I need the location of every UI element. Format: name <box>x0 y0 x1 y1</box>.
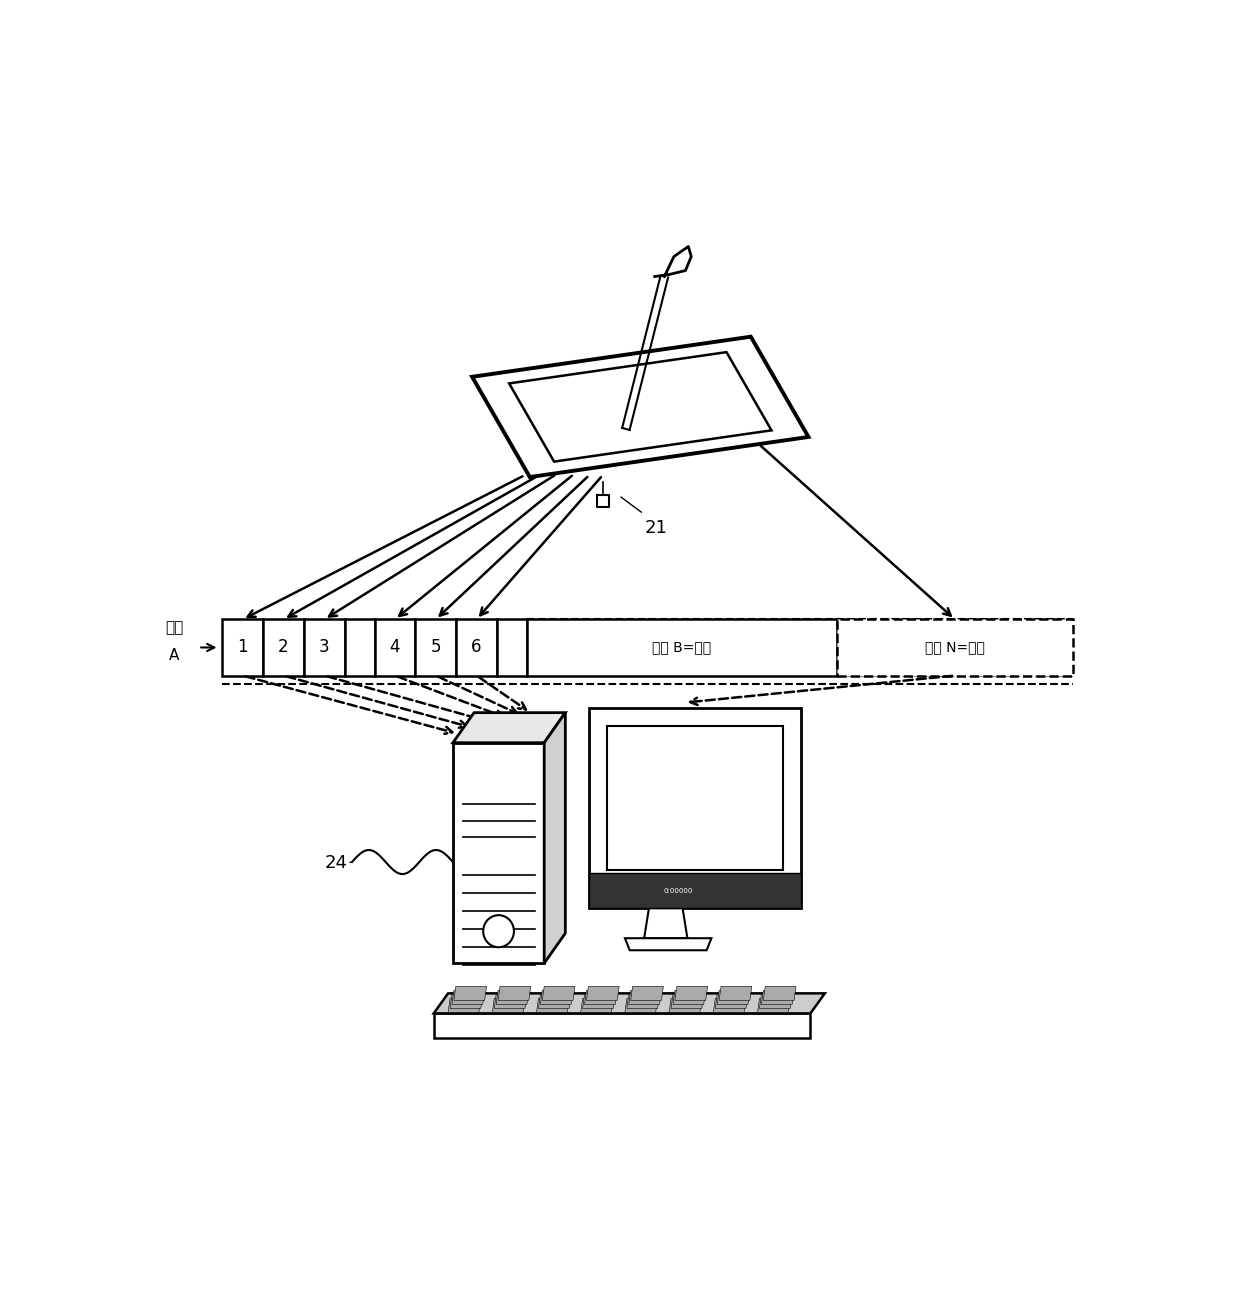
Polygon shape <box>627 995 660 1008</box>
Polygon shape <box>764 987 796 1000</box>
Polygon shape <box>673 991 706 1004</box>
Polygon shape <box>456 620 497 676</box>
Polygon shape <box>670 999 702 1013</box>
Polygon shape <box>498 987 531 1000</box>
Polygon shape <box>497 620 527 676</box>
Polygon shape <box>304 620 345 676</box>
Polygon shape <box>631 987 663 1000</box>
Polygon shape <box>434 993 825 1013</box>
Polygon shape <box>759 995 792 1008</box>
Polygon shape <box>510 352 771 462</box>
Polygon shape <box>472 337 808 477</box>
Polygon shape <box>606 725 784 870</box>
Polygon shape <box>715 995 748 1008</box>
Polygon shape <box>496 991 528 1004</box>
Polygon shape <box>537 999 569 1013</box>
Polygon shape <box>589 874 801 909</box>
Polygon shape <box>675 987 708 1000</box>
Polygon shape <box>450 995 482 1008</box>
Polygon shape <box>451 991 485 1004</box>
Polygon shape <box>625 999 657 1013</box>
Polygon shape <box>719 987 751 1000</box>
Polygon shape <box>671 995 704 1008</box>
Polygon shape <box>538 995 572 1008</box>
Polygon shape <box>263 620 304 676</box>
Polygon shape <box>837 620 1073 676</box>
Text: 24: 24 <box>324 854 347 872</box>
Polygon shape <box>454 987 486 1000</box>
Text: 3: 3 <box>319 638 330 656</box>
Text: 2: 2 <box>278 638 289 656</box>
Text: 扇区 N=数据: 扇区 N=数据 <box>925 641 985 655</box>
Text: 21: 21 <box>645 519 668 538</box>
Polygon shape <box>453 712 565 742</box>
Polygon shape <box>644 909 687 939</box>
Polygon shape <box>580 999 614 1013</box>
Polygon shape <box>434 1013 811 1039</box>
Polygon shape <box>345 620 374 676</box>
Polygon shape <box>625 939 712 950</box>
Polygon shape <box>448 999 481 1013</box>
Polygon shape <box>761 991 794 1004</box>
Text: 1: 1 <box>237 638 248 656</box>
Polygon shape <box>629 991 661 1004</box>
Text: 扇区 B=数据: 扇区 B=数据 <box>652 641 712 655</box>
Polygon shape <box>453 742 544 963</box>
Polygon shape <box>587 987 619 1000</box>
Text: 4: 4 <box>389 638 401 656</box>
Polygon shape <box>415 620 456 676</box>
Polygon shape <box>527 620 837 676</box>
Polygon shape <box>374 620 415 676</box>
Polygon shape <box>583 995 615 1008</box>
Polygon shape <box>758 999 790 1013</box>
Text: 扇区: 扇区 <box>165 620 184 635</box>
Polygon shape <box>544 712 565 963</box>
Polygon shape <box>589 708 801 909</box>
Circle shape <box>484 915 513 948</box>
Text: 6: 6 <box>471 638 482 656</box>
Polygon shape <box>713 999 746 1013</box>
Polygon shape <box>717 991 750 1004</box>
Polygon shape <box>584 991 618 1004</box>
Text: 0:00000: 0:00000 <box>663 888 693 894</box>
Polygon shape <box>542 987 575 1000</box>
Polygon shape <box>495 995 527 1008</box>
Text: 5: 5 <box>430 638 441 656</box>
Text: A: A <box>169 648 180 663</box>
Polygon shape <box>541 991 573 1004</box>
Polygon shape <box>492 999 525 1013</box>
Polygon shape <box>222 620 263 676</box>
